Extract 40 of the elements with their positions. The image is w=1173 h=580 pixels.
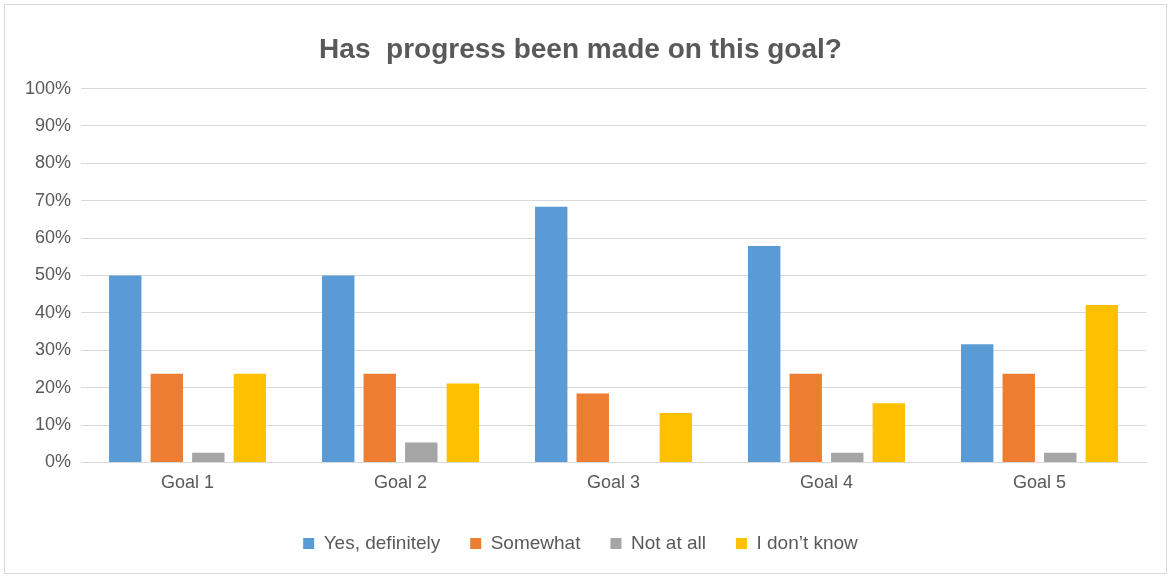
bar xyxy=(748,245,781,462)
bar xyxy=(1085,305,1118,462)
bar xyxy=(789,373,822,462)
y-tick-label: 60% xyxy=(35,227,72,248)
bar xyxy=(363,373,396,462)
legend-label: Somewhat xyxy=(490,531,582,553)
x-tick-label: Goal 2 xyxy=(374,472,428,493)
y-tick-label: 100% xyxy=(24,77,72,98)
bar xyxy=(831,452,864,462)
bar xyxy=(535,206,568,462)
y-tick-label: 30% xyxy=(35,339,72,360)
y-tick-label: 70% xyxy=(35,189,72,210)
x-tick-label: Goal 1 xyxy=(161,472,215,493)
y-tick-label: 50% xyxy=(35,264,72,285)
bar xyxy=(872,403,906,462)
bar xyxy=(109,275,142,462)
y-tick-label: 40% xyxy=(35,301,72,322)
bar xyxy=(446,383,480,462)
chart-title: Has progress been made on this goal? xyxy=(319,32,842,64)
legend-label: I don’t know xyxy=(756,531,859,553)
bar xyxy=(192,452,225,462)
bar xyxy=(961,344,994,462)
y-tick-label: 0% xyxy=(45,451,72,472)
bar xyxy=(322,275,355,462)
bar xyxy=(576,393,609,462)
y-tick-label: 20% xyxy=(35,376,72,397)
y-tick-label: 10% xyxy=(35,413,72,434)
bar xyxy=(233,373,267,462)
x-tick-label: Goal 4 xyxy=(799,472,854,493)
bar xyxy=(1044,452,1077,462)
legend-label: Not at all xyxy=(630,531,706,553)
y-tick-label: 80% xyxy=(35,152,72,173)
bar xyxy=(405,442,438,462)
legend-label: Yes, definitely xyxy=(323,531,441,553)
x-tick-label: Goal 3 xyxy=(587,472,641,493)
x-tick-label: Goal 5 xyxy=(1012,472,1067,493)
bar xyxy=(659,413,693,462)
bar xyxy=(150,373,183,462)
bar xyxy=(1002,373,1035,462)
y-tick-label: 90% xyxy=(35,114,72,135)
